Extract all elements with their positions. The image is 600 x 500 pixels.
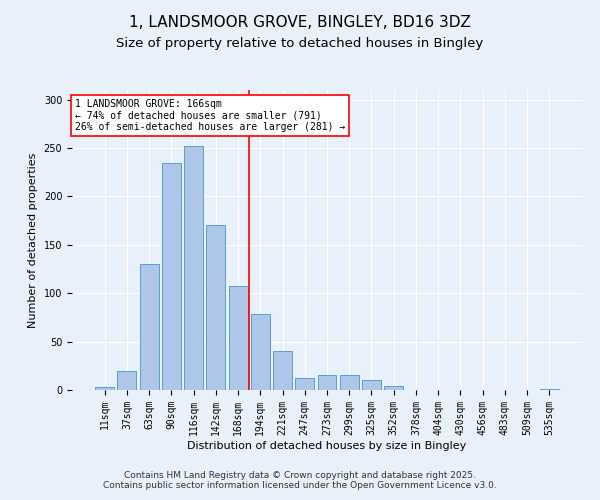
Bar xyxy=(384,386,403,390)
Bar xyxy=(118,370,136,390)
Bar xyxy=(140,264,158,390)
Bar xyxy=(162,162,181,390)
Bar xyxy=(273,352,292,390)
Text: Contains HM Land Registry data © Crown copyright and database right 2025.
Contai: Contains HM Land Registry data © Crown c… xyxy=(103,470,497,490)
Bar xyxy=(362,380,381,390)
Bar xyxy=(251,314,270,390)
Bar xyxy=(229,286,248,390)
Y-axis label: Number of detached properties: Number of detached properties xyxy=(28,152,38,328)
Bar xyxy=(340,376,359,390)
Text: 1 LANDSMOOR GROVE: 166sqm
← 74% of detached houses are smaller (791)
26% of semi: 1 LANDSMOOR GROVE: 166sqm ← 74% of detac… xyxy=(74,99,345,132)
Text: 1, LANDSMOOR GROVE, BINGLEY, BD16 3DZ: 1, LANDSMOOR GROVE, BINGLEY, BD16 3DZ xyxy=(129,15,471,30)
Bar xyxy=(295,378,314,390)
Bar xyxy=(95,387,114,390)
Bar xyxy=(206,226,225,390)
Text: Size of property relative to detached houses in Bingley: Size of property relative to detached ho… xyxy=(116,38,484,51)
Bar xyxy=(540,389,559,390)
X-axis label: Distribution of detached houses by size in Bingley: Distribution of detached houses by size … xyxy=(187,440,467,450)
Bar xyxy=(184,146,203,390)
Bar xyxy=(317,376,337,390)
